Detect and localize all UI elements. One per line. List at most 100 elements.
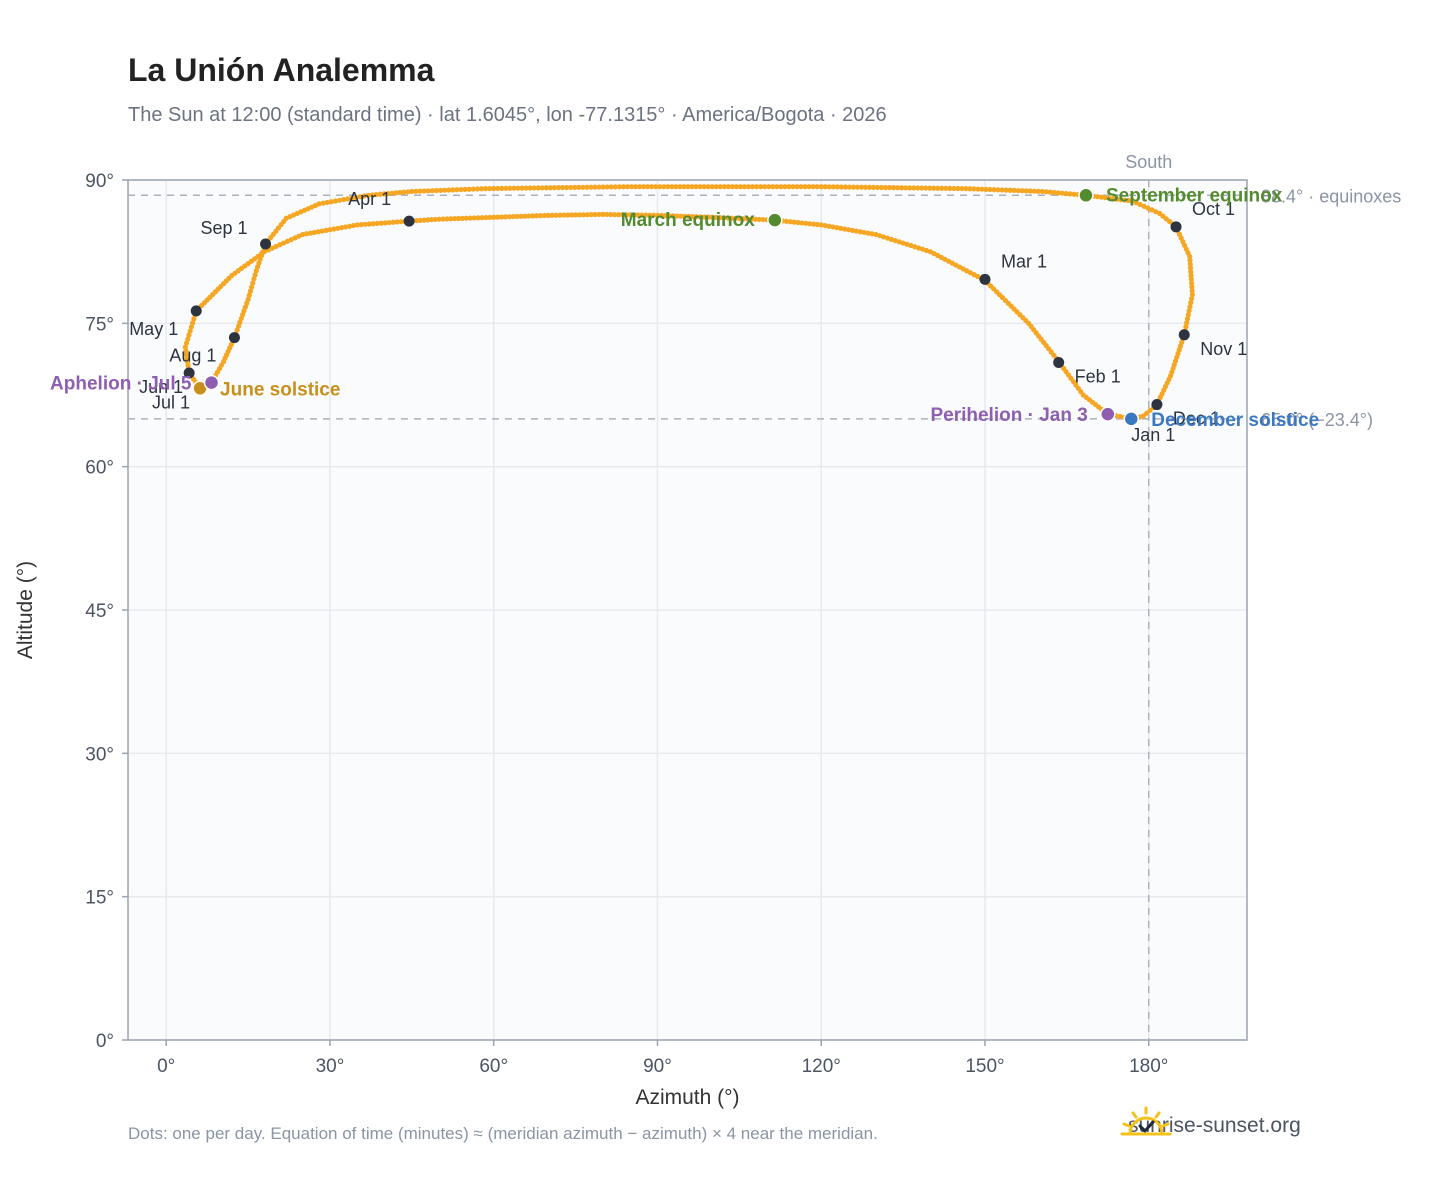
daily-sun-dot bbox=[398, 219, 404, 225]
daily-sun-dot bbox=[632, 184, 639, 190]
daily-sun-dot bbox=[557, 212, 563, 218]
daily-sun-dot bbox=[531, 185, 537, 191]
daily-sun-dot bbox=[366, 221, 372, 227]
daily-sun-dot bbox=[432, 216, 438, 223]
daily-sun-dot bbox=[332, 198, 339, 204]
daily-sun-dot bbox=[869, 231, 875, 237]
daily-sun-dot bbox=[955, 185, 961, 192]
event-label: December solstice bbox=[1151, 410, 1319, 431]
daily-sun-dot bbox=[357, 194, 363, 200]
daily-sun-dot bbox=[458, 186, 464, 193]
event-label: Perihelion · Jan 3 bbox=[930, 405, 1087, 426]
daily-sun-dot bbox=[713, 184, 719, 190]
sun-check-icon bbox=[1120, 1106, 1172, 1136]
daily-sun-dot bbox=[861, 229, 867, 236]
daily-sun-dot bbox=[592, 184, 598, 190]
daily-sun-dot bbox=[878, 184, 885, 191]
daily-sun-dot bbox=[1187, 261, 1193, 267]
daily-sun-dot bbox=[559, 184, 566, 191]
daily-sun-dot bbox=[588, 212, 594, 218]
daily-sun-dot bbox=[662, 213, 668, 219]
daily-sun-dot bbox=[425, 217, 431, 223]
daily-sun-dot bbox=[307, 230, 314, 236]
daily-sun-dot bbox=[862, 184, 869, 190]
daily-sun-dot bbox=[850, 184, 856, 190]
daily-sun-dot bbox=[814, 221, 820, 228]
daily-sun-dot bbox=[845, 227, 852, 233]
daily-sun-dot bbox=[482, 186, 489, 192]
daily-sun-dot bbox=[1145, 205, 1151, 211]
daily-sun-dot bbox=[390, 219, 396, 225]
daily-sun-dot bbox=[316, 201, 322, 207]
daily-sun-dot bbox=[616, 184, 622, 190]
daily-sun-dot bbox=[907, 185, 913, 191]
daily-sun-dot bbox=[506, 214, 512, 220]
daily-sun-dot bbox=[187, 328, 193, 334]
daily-sun-dot bbox=[782, 184, 788, 190]
daily-sun-dot bbox=[787, 219, 793, 225]
daily-sun-dot bbox=[401, 189, 407, 195]
daily-sun-dot bbox=[527, 185, 533, 191]
daily-sun-dot bbox=[1189, 292, 1196, 298]
month-label: Dec 1 bbox=[1173, 409, 1220, 429]
daily-sun-dot bbox=[474, 186, 480, 192]
daily-sun-dot bbox=[740, 216, 747, 222]
daily-sun-dot bbox=[345, 196, 351, 202]
daily-sun-dot bbox=[188, 324, 194, 330]
daily-sun-dot bbox=[650, 212, 657, 218]
daily-sun-dot bbox=[721, 215, 727, 221]
daily-sun-dot bbox=[894, 185, 901, 191]
daily-sun-dot bbox=[342, 224, 349, 230]
daily-sun-dot bbox=[814, 184, 820, 190]
daily-sun-dot bbox=[429, 188, 435, 194]
daily-sun-dot bbox=[689, 184, 695, 190]
daily-sun-dot bbox=[580, 184, 586, 190]
daily-sun-dot bbox=[1144, 410, 1150, 416]
daily-sun-dot bbox=[189, 320, 196, 326]
daily-sun-dot bbox=[1067, 191, 1073, 197]
daily-sun-dot bbox=[826, 184, 832, 190]
daily-sun-dot bbox=[553, 212, 559, 218]
month-label: Oct 1 bbox=[1192, 199, 1235, 219]
daily-sun-dot bbox=[677, 184, 683, 190]
daily-sun-dot bbox=[1118, 196, 1124, 203]
daily-sun-dot bbox=[661, 184, 667, 190]
daily-sun-dot bbox=[709, 184, 715, 190]
daily-sun-dot bbox=[846, 184, 852, 190]
daily-sun-dot bbox=[551, 185, 558, 191]
daily-sun-dot bbox=[335, 225, 341, 231]
daily-sun-dot bbox=[987, 186, 993, 193]
daily-sun-dot bbox=[592, 211, 598, 218]
y-tick-label: 90° bbox=[85, 171, 114, 192]
daily-sun-dot bbox=[543, 185, 549, 191]
daily-sun-dot bbox=[576, 212, 583, 218]
daily-sun-dot bbox=[349, 195, 355, 201]
daily-sun-dot bbox=[923, 185, 929, 191]
daily-sun-dot bbox=[971, 186, 977, 192]
daily-sun-dot bbox=[1189, 284, 1195, 290]
daily-sun-dot bbox=[786, 184, 792, 190]
daily-sun-dot bbox=[382, 220, 388, 226]
daily-sun-dot bbox=[568, 184, 574, 191]
daily-sun-dot bbox=[653, 184, 659, 190]
daily-sun-dot bbox=[515, 185, 521, 191]
daily-sun-dot bbox=[822, 222, 828, 229]
daily-sun-dot bbox=[576, 184, 582, 190]
daily-sun-dot bbox=[250, 280, 256, 286]
daily-sun-dot bbox=[791, 219, 797, 225]
daily-sun-dot bbox=[1051, 189, 1057, 196]
daily-sun-dot bbox=[523, 185, 529, 191]
month-label: Feb 1 bbox=[1075, 367, 1121, 387]
daily-sun-dot bbox=[1117, 413, 1123, 420]
daily-sun-dot bbox=[701, 214, 707, 220]
daily-sun-dot bbox=[450, 187, 456, 193]
daily-sun-dot bbox=[611, 212, 618, 218]
daily-sun-dot bbox=[849, 227, 856, 233]
daily-sun-dot bbox=[564, 184, 570, 191]
daily-sun-dot bbox=[866, 184, 873, 190]
daily-sun-dot bbox=[758, 184, 764, 190]
daily-sun-dot bbox=[323, 227, 329, 233]
daily-sun-dot bbox=[315, 229, 321, 235]
month-marker bbox=[403, 215, 415, 227]
daily-sun-dot bbox=[947, 185, 953, 191]
